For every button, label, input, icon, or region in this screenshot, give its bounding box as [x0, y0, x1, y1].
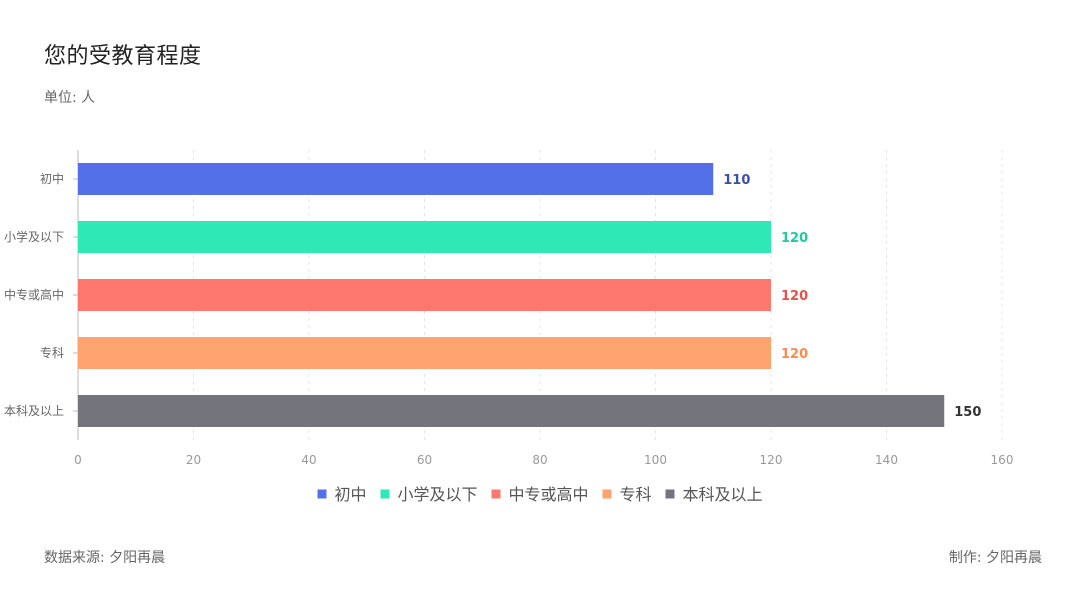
chart-title: 您的受教育程度 [44, 44, 202, 69]
legend-label: 初中 [335, 485, 367, 504]
data-source: 数据来源: 夕阳再晨 [44, 550, 166, 566]
category-label: 本科及以上 [4, 404, 64, 418]
bar-value-label: 120 [781, 289, 808, 304]
bar-value-label: 150 [954, 405, 981, 420]
bar [78, 221, 771, 253]
x-tick-label: 80 [532, 453, 547, 467]
legend-swatch [380, 489, 390, 499]
author-credit: 制作: 夕阳再晨 [948, 550, 1042, 566]
chart-unit: 单位: 人 [44, 90, 96, 106]
x-tick-label: 100 [644, 453, 667, 467]
legend-swatch [602, 489, 612, 499]
legend-label: 小学及以下 [398, 485, 478, 504]
x-tick-label: 120 [760, 453, 783, 467]
legend-swatch [491, 489, 501, 499]
bar-value-label: 120 [781, 231, 808, 246]
x-tick-label: 160 [991, 453, 1014, 467]
legend-swatch [665, 489, 675, 499]
bar [78, 337, 771, 369]
bar-value-label: 120 [781, 347, 808, 362]
bar [78, 163, 714, 195]
legend-label: 专科 [620, 485, 652, 504]
category-label: 中专或高中 [4, 287, 64, 302]
category-label: 专科 [40, 345, 64, 360]
bars [78, 163, 945, 427]
bar [78, 395, 945, 427]
bar-value-label: 110 [723, 173, 750, 188]
x-tick-label: 140 [875, 453, 898, 467]
legend-swatch [317, 489, 327, 499]
x-tick-label: 0 [74, 453, 82, 467]
x-tick-label: 60 [417, 453, 432, 467]
x-tick-label: 20 [186, 453, 201, 467]
legend-label: 中专或高中 [509, 485, 589, 504]
category-label: 小学及以下 [4, 229, 64, 244]
category-label: 初中 [40, 171, 64, 186]
legend: 初中 小学及以下 中专或高中 专科 本科及以上 [317, 485, 763, 504]
legend-label: 本科及以上 [683, 485, 763, 504]
bar [78, 279, 771, 311]
x-tick-label: 40 [301, 453, 316, 467]
value-labels: 110 120 120 120 150 [723, 173, 981, 420]
